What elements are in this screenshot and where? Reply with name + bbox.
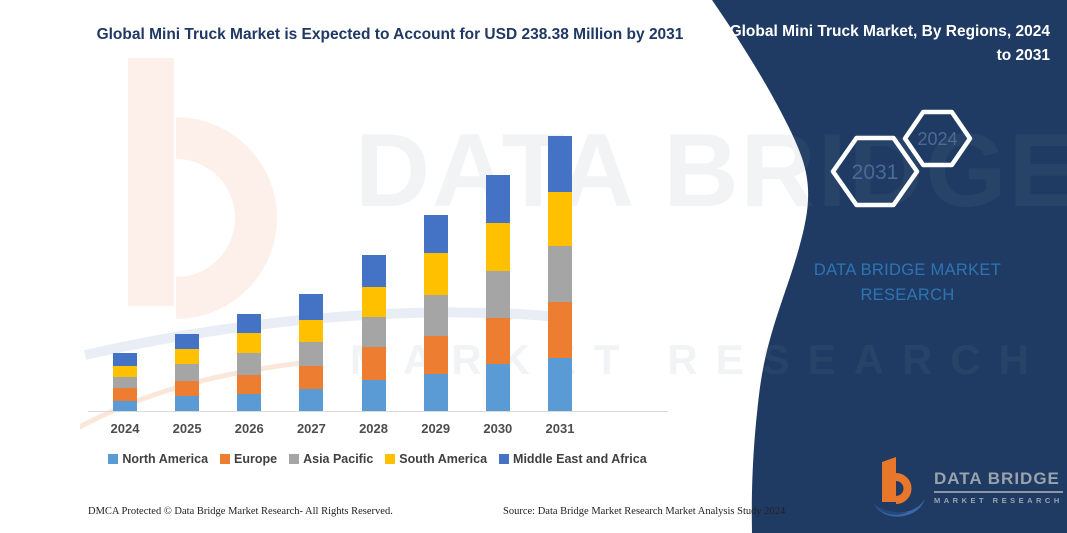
watermark-market-research: MARKET RESEARCH — [350, 336, 1048, 383]
chart-legend: North America Europe Asia Pacific South Ame… — [85, 452, 670, 466]
legend-label-asia-pacific: Asia Pacific — [303, 452, 374, 466]
hexagon-2024-label: 2024 — [917, 129, 957, 149]
hexagon-2031 — [830, 135, 920, 208]
legend-item-europe: Europe — [220, 452, 277, 466]
legend-label-middle-east-and-africa: Middle East and Africa — [513, 452, 647, 466]
legend-swatch-asia-pacific — [289, 454, 300, 464]
data-bridge-logo: DATA BRIDGE MARKET RESEARCH — [868, 452, 1063, 522]
navy-panel-shape — [712, 0, 1067, 533]
chart-title: Global Mini Truck Market is Expected to … — [96, 26, 684, 43]
x-axis-line — [88, 411, 668, 412]
legend-label-europe: Europe — [234, 452, 278, 466]
year-hexagons: 2031 2024 — [830, 109, 973, 208]
legend-label-south-america: South America — [399, 452, 488, 466]
legend-label-north-america: North America — [122, 452, 209, 466]
legend-swatch-europe — [220, 454, 231, 464]
logo-subtitle: MARKET RESEARCH — [934, 496, 1063, 505]
source-text: Source: Data Bridge Market Research Mark… — [503, 506, 786, 517]
legend-swatch-middle-east-and-africa — [499, 454, 510, 464]
panel-title: Global Mini Truck Market, By Regions, 20… — [729, 23, 1050, 64]
legend-item-asia-pacific: Asia Pacific — [289, 452, 373, 466]
watermark-data-bridge: DATA BRIDGE — [355, 113, 1067, 229]
hexagon-2031-label: 2031 — [852, 161, 899, 184]
legend-swatch-north-america — [108, 454, 119, 464]
data-bridge-b-icon — [874, 457, 925, 517]
brand-wordmark: DATA BRIDGE MARKET RESEARCH — [813, 261, 1002, 304]
legend-swatch-south-america — [385, 454, 396, 464]
logo-text-block: DATA BRIDGE MARKET RESEARCH — [934, 469, 1063, 505]
hexagon-2024 — [902, 109, 973, 168]
logo-name: DATA BRIDGE — [934, 469, 1063, 493]
legend-item-north-america: North America — [108, 452, 208, 466]
legend-item-south-america: South America — [385, 452, 487, 466]
legend-item-middle-east-and-africa: Middle East and Africa — [499, 452, 647, 466]
dmca-copyright-text: DMCA Protected © Data Bridge Market Rese… — [88, 506, 393, 517]
